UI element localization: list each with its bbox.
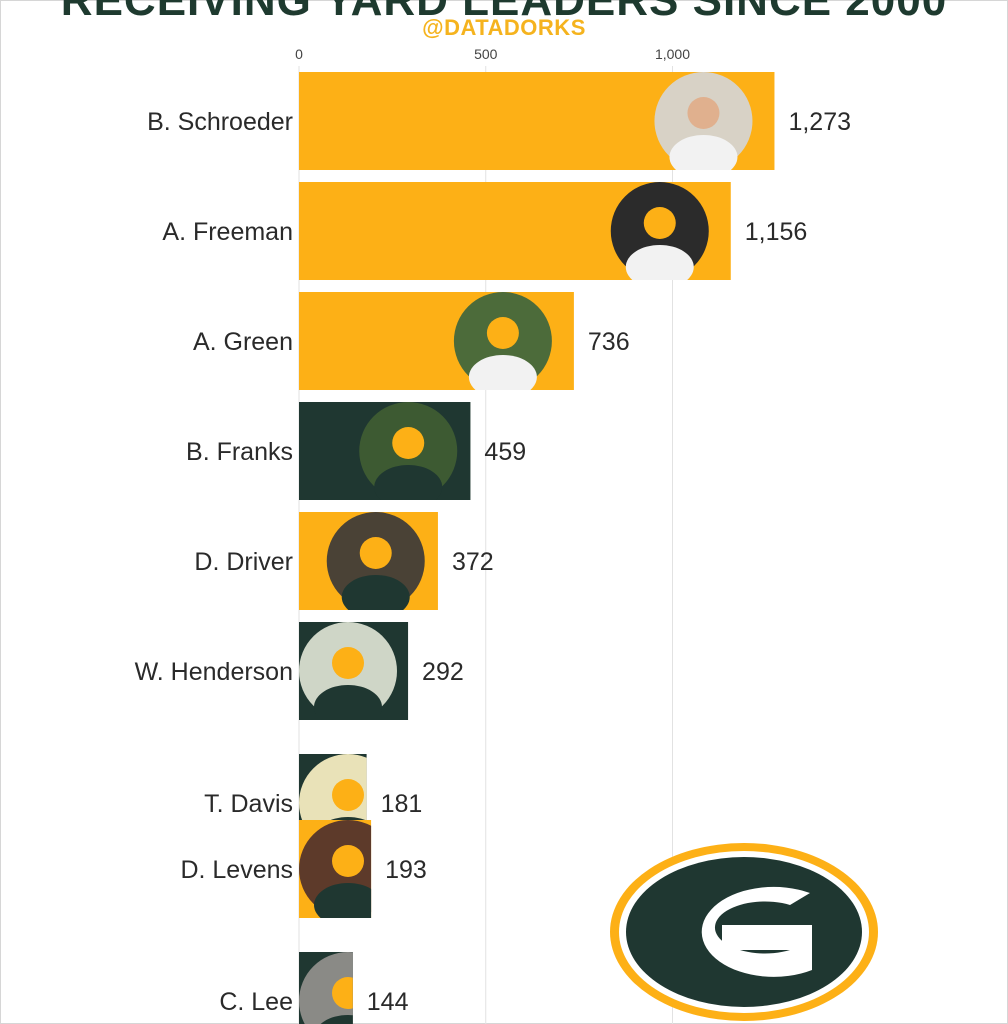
category-label: B. Schroeder [147,108,293,136]
player-photo-icon [359,402,458,500]
bar-group: A. Freeman 1,156 [162,182,808,280]
player-photo-icon [453,292,552,390]
chart-subtitle: @DATADORKS [422,15,586,40]
category-label: C. Lee [219,988,293,1016]
x-tick-label: 500 [474,46,498,62]
player-photo-icon [610,182,709,280]
value-label: 372 [452,548,494,576]
category-label: D. Levens [180,856,293,884]
category-label: A. Green [193,328,293,356]
x-axis-ticks: 0 500 1,000 [295,46,690,62]
category-label: W. Henderson [135,658,293,686]
value-label: 736 [588,328,630,356]
value-label: 193 [385,856,427,884]
value-label: 292 [422,658,464,686]
bar-group: B. Schroeder 1,273 [147,72,851,170]
player-photo-icon [299,622,397,720]
bars-layer: B. Schroeder 1,273 A. Freeman 1,156 A. Green… [135,72,851,1024]
packers-g-logo-icon [610,843,878,1021]
x-tick-label: 0 [295,46,303,62]
value-label: 144 [367,988,409,1016]
category-label: A. Freeman [162,218,293,246]
bar-group: C. Lee 144 [219,952,409,1024]
player-photo-icon [299,820,372,918]
bar-group: B. Franks 459 [186,402,526,500]
category-label: B. Franks [186,438,293,466]
value-label: 1,156 [745,218,808,246]
player-photo-icon [326,512,425,610]
value-label: 1,273 [788,108,851,136]
player-photo-icon [299,952,353,1024]
player-photo-icon [654,72,753,170]
category-label: T. Davis [204,790,293,818]
category-label: D. Driver [194,548,293,576]
bar-group: D. Driver 372 [194,512,494,610]
bar-group: D. Levens 193 [180,820,427,918]
bar-group: W. Henderson 292 [135,622,464,720]
bar-group: A. Green 736 [193,292,630,390]
value-label: 459 [484,438,526,466]
chart-title: RECEIVING YARD LEADERS SINCE 2000 [60,0,948,25]
x-tick-label: 1,000 [655,46,690,62]
value-label: 181 [381,790,423,818]
